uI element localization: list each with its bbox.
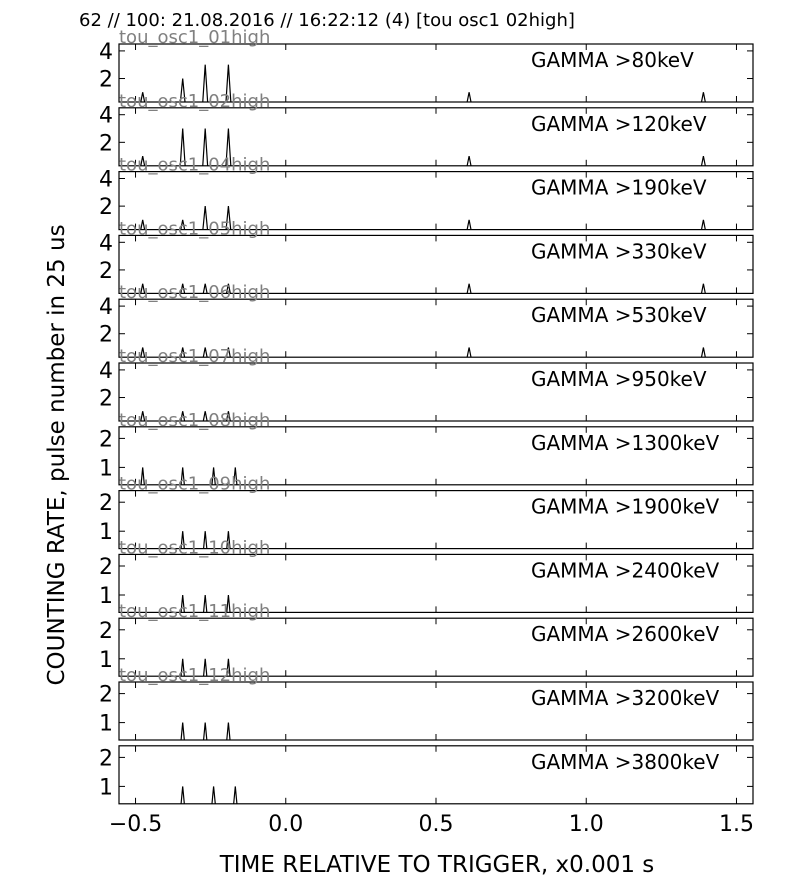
y-tick-label: 2 (99, 683, 113, 708)
series-line (180, 531, 231, 549)
y-tick-label: 1 (99, 648, 113, 673)
panel-7: 1 2 GAMMA >1300keV (99, 426, 754, 486)
osc-channel-label: tou_osc1_10high (119, 537, 270, 558)
x-axis-title: TIME RELATIVE TO TRIGGER, x0.001 s (219, 852, 655, 878)
series-line (180, 786, 238, 804)
panel-8: 1 2 GAMMA >1900keV (99, 490, 754, 550)
x-tick-label: 0.5 (419, 812, 454, 837)
osc-channel-label: tou_osc1_08high (119, 410, 270, 431)
osc-channel-label: tou_osc1_05high (119, 218, 270, 239)
y-tick-label: 2 (99, 491, 113, 516)
osc-channel-label: tou_osc1_12high (119, 665, 270, 686)
y-tick-label: 4 (99, 231, 113, 256)
panel-3: 24 GAMMA >190keV (99, 168, 754, 231)
panel-energy-label: GAMMA >80keV (531, 48, 694, 72)
osc-channel-label: tou_osc1_02high (119, 91, 270, 112)
y-tick-label: 2 (99, 131, 113, 156)
y-tick-label: 2 (99, 323, 113, 348)
panel-4: 2 4 GAMMA >330keV (99, 231, 754, 294)
y-tick-label: 2 (99, 195, 113, 220)
x-tick-label: 0.0 (268, 812, 303, 837)
panel-energy-label: GAMMA >950keV (531, 367, 707, 391)
panel-energy-label: GAMMA >1900keV (531, 495, 720, 519)
y-tick-label: 2 (99, 259, 113, 284)
osc-channel-label: tou_osc1_06high (119, 282, 270, 303)
panel-energy-label: GAMMA >2600keV (531, 622, 720, 646)
series-line (180, 722, 231, 740)
panel-energy-label: GAMMA >120keV (531, 112, 707, 136)
y-tick-label: 2 (99, 387, 113, 412)
panel-10: 1 2 GAMMA >2600keV (99, 617, 754, 677)
y-axis-title: COUNTING RATE, pulse number in 25 us (44, 224, 70, 685)
y-tick-label: 4 (99, 104, 113, 129)
panel-12: 1 2 GAMMA >3800keV (99, 745, 754, 805)
panel-6: 2 4 GAMMA >950keV (99, 359, 754, 422)
panel-5: 2 4 GAMMA >530keV (99, 295, 754, 358)
osc-channel-label: tou_osc1_11high (119, 601, 270, 622)
panel-energy-label: GAMMA >1300keV (531, 431, 720, 455)
panel-energy-label: GAMMA >3800keV (531, 750, 720, 774)
y-tick-label: 4 (99, 40, 113, 65)
series-line (140, 467, 238, 485)
y-tick-label: 2 (99, 555, 113, 580)
y-tick-label: 1 (99, 456, 113, 481)
panel-energy-label: GAMMA >530keV (531, 303, 707, 327)
panel-1: 2 4 GAMMA >80keV (99, 40, 754, 103)
panel-energy-label: GAMMA >190keV (531, 176, 707, 200)
y-tick-label: 4 (99, 168, 113, 193)
panel-2: 24 GAMMA >120keV (99, 104, 754, 167)
x-tick-label: −0.5 (109, 812, 162, 837)
osc-channel-label: tou_osc1_09high (119, 474, 270, 495)
panel-9: 1 2 GAMMA >2400keV (99, 553, 754, 614)
x-tick-label: 1.0 (569, 812, 604, 837)
osc-channel-label: tou_osc1_01high (119, 27, 270, 48)
osc-channel-label: tou_osc1_04high (119, 155, 270, 176)
y-tick-label: 2 (99, 427, 113, 452)
series-line (180, 594, 231, 613)
panel-energy-label: GAMMA >330keV (531, 239, 707, 263)
x-tick-label: 1.5 (719, 812, 754, 837)
x-axis: −0.5 0.0 0.5 1.0 1.5 (109, 812, 754, 837)
panel-11: 1 2 GAMMA >3200keV (99, 681, 754, 741)
y-tick-label: 4 (99, 359, 113, 384)
y-tick-label: 2 (99, 68, 113, 93)
y-tick-label: 1 (99, 712, 113, 737)
series-line (140, 411, 231, 421)
chart-title: 62 // 100: 21.08.2016 // 16:22:12 (4) [t… (79, 10, 575, 31)
y-tick-label: 1 (99, 520, 113, 545)
y-tick-label: 2 (99, 746, 113, 771)
y-tick-label: 4 (99, 295, 113, 320)
panel-energy-label: GAMMA >2400keV (531, 558, 720, 582)
y-tick-label: 2 (99, 619, 113, 644)
y-tick-label: 1 (99, 584, 113, 609)
panel-energy-label: GAMMA >3200keV (531, 686, 720, 710)
osc-channel-label: tou_osc1_07high (119, 346, 270, 367)
y-tick-label: 1 (99, 775, 113, 800)
series-line (180, 658, 231, 677)
